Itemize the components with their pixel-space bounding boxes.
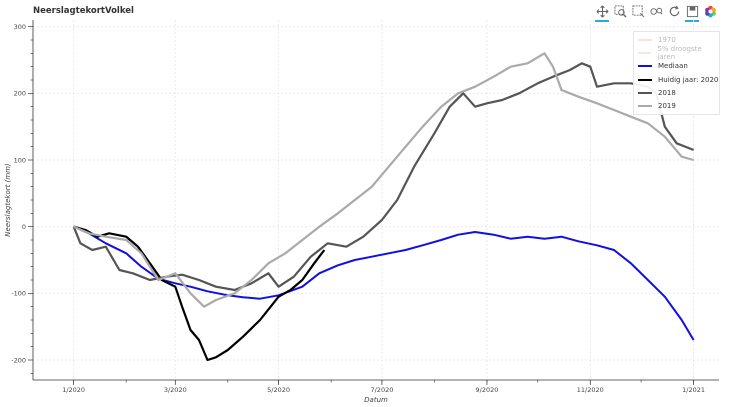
legend-label: 2019 [658,102,676,111]
reset-tool[interactable] [666,3,682,19]
reset-icon [669,5,679,16]
legend-swatch [638,65,652,68]
legend-label: Huidig jaar: 2020 [658,75,719,84]
legend-label: 2018 [658,88,676,97]
x-tick-label: 1/2021 [682,386,705,394]
legend-item[interactable]: 2018 [634,86,719,99]
box-zoom-tool[interactable] [612,3,628,19]
x-axis-title: Datum [364,396,388,404]
legend-swatch [638,78,652,81]
legend-item[interactable]: 2019 [634,99,719,112]
x-tick-label: 7/2020 [370,386,393,394]
x-tick-label: 9/2020 [476,386,499,394]
series-lines [72,52,695,362]
x-tick-label: 5/2020 [267,386,290,394]
pan-icon [596,5,608,17]
y-tick-label: 100 [14,156,26,164]
wheel-zoom-icon [649,7,662,15]
wheel-zoom-tool[interactable] [648,3,664,19]
series-line-2019 [73,52,694,308]
legend-item[interactable]: 5% droogste jaren [634,44,719,61]
legend-swatch [638,91,652,94]
pan-tool[interactable] [594,3,610,22]
y-axis-title: Neerslagtekort (mm) [4,163,12,237]
x-tick-label: 3/2020 [164,386,187,394]
box-zoom-icon [613,4,627,18]
bokeh-logo-icon [704,5,716,17]
legend-swatch [638,38,652,41]
x-tick-label: 1/2020 [62,386,85,394]
save-icon [686,5,698,17]
legend-item[interactable]: Huidig jaar: 2020 [634,73,719,86]
series-line-mediaan [73,225,695,341]
save-tool[interactable] [684,3,700,22]
toolbar [594,3,718,22]
legend-label: Mediaan [658,62,688,71]
y-tick-label: -100 [11,290,26,298]
chart-title: NeerslagtekortVolkel [33,6,134,16]
legend-swatch [638,105,652,108]
box-select-icon [631,4,644,17]
grid [33,20,719,380]
bokeh-logo[interactable] [702,3,718,19]
legend-item[interactable]: Mediaan [634,60,719,73]
legend-label: 5% droogste jaren [657,44,702,61]
box-select-tool[interactable] [630,3,646,19]
legend-item[interactable]: 1970 [634,33,719,46]
y-tick-label: 200 [14,90,26,98]
series-line-2018 [72,62,695,292]
y-tick-label: -200 [11,356,26,364]
y-tick-label: 300 [14,23,26,31]
axes: -200 -100 0 100 200 300 1/2020 3/2020 5/2020 7/20… [11,20,719,394]
x-tick-label: 11/2020 [577,386,604,394]
legend: 1970 5% droogste jaren Mediaan Huidig jaar:… [633,31,720,115]
series-line-huidig-jaar-2020 [73,225,326,362]
legend-swatch [638,51,652,54]
legend-label: 1970 [658,35,676,44]
y-tick-label: 0 [22,223,26,231]
